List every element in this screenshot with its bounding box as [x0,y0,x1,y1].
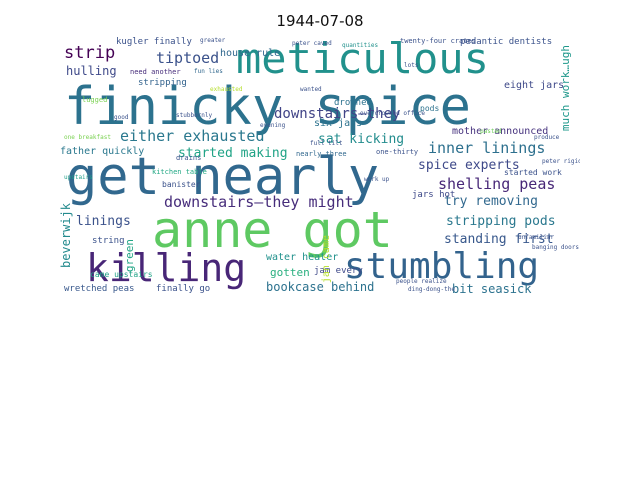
cloud-word: stripping [138,78,187,88]
cloud-word: linings [76,214,131,229]
cloud-word: try removing [444,194,538,209]
cloud-word: water heater [266,252,339,263]
cloud-word: gotten [270,266,310,279]
cloud-word: stubbornly [176,112,213,119]
cloud-word: anne got [152,201,393,259]
cloud-word: drains [176,154,202,162]
word-cloud: finicky spice get nearly anne got meticu… [60,35,580,295]
cloud-word: six jars [314,118,363,129]
cloud-word: killing [86,246,247,290]
cloud-word: jam every [314,266,363,276]
cloud-word: either exhausted [120,127,265,145]
cloud-word: quantities [342,42,379,49]
cloud-word: father quickly [60,146,145,157]
cloud-word: nearly three [296,150,347,158]
cloud-word: shelling peas [438,175,556,193]
cloud-word: one-thirty [376,148,419,156]
cloud-word: kitchen table [152,168,207,176]
cloud-word: meticulous [236,35,489,83]
cloud-word: get nearly [66,147,380,207]
cloud-word: stumbling [344,246,540,287]
cloud-word: spice experts [418,158,520,173]
cloud-word: stripping pods [446,214,556,229]
cloud-word: exhausted [210,86,243,93]
cloud-word: started work [504,168,562,177]
cloud-word: finally go [156,284,211,294]
cloud-word: downstairs—they [274,106,401,122]
cloud-word: banister [162,180,201,189]
cloud-word: banging doors [532,244,579,251]
cloud-word: hulling [66,64,117,78]
cloud-word: finicky spice [64,77,471,137]
cloud-word: evening [260,122,286,129]
cloud-word: beverwijk [60,203,73,269]
cloud-word: came upstairs [90,270,153,279]
cloud-word: sat kicking [318,132,405,147]
cloud-word: eight jars [504,80,565,91]
cloud-word: wanted [300,86,322,93]
cloud-word: wretched peas [64,284,135,294]
cloud-word: started making [178,146,288,161]
cloud-word: upstairs [64,174,93,181]
cloud-word: strip [64,43,116,63]
cloud-word: kugler finally [116,37,192,47]
cloud-word: bookcase behind [266,280,375,294]
cloud-word: pasted [480,128,502,135]
cloud-word: bit seasick [452,282,532,295]
cloud-word: full tilt [310,140,343,147]
cloud-word: produce [534,134,560,141]
cloud-word: need another [130,68,181,76]
cloud-word: mother announced [452,126,549,137]
cloud-word: people realize [396,278,447,285]
cloud-word: standing first [444,232,554,247]
cloud-word: jan came [321,235,332,284]
chart-title: 1944-07-08 [276,12,364,30]
cloud-word: tiptoed [156,49,220,67]
cloud-word: house rule [220,48,281,59]
cloud-word: unfamiliar [518,234,555,241]
cloud-word: peter caved [292,40,332,47]
cloud-word: string [92,236,125,246]
cloud-word: pods [420,104,440,113]
cloud-word: work up [364,176,390,183]
cloud-word: greater [200,37,226,44]
cloud-word: twenty-four crates [400,37,476,45]
cloud-word: fun lies [194,68,223,75]
cloud-word: green [123,239,136,273]
cloud-word: one breakfast [64,134,111,141]
cloud-word: inner linings [428,139,546,157]
cloud-word: lugged [82,96,108,104]
cloud-word: good [114,114,129,121]
cloud-word: downstairs—they might [164,193,354,211]
cloud-word: jars hot [412,190,456,200]
cloud-word: lots [404,62,419,69]
cloud-word: drowned [334,98,372,108]
cloud-word: overcrowded office [360,110,426,117]
cloud-word: ding-dong-the [408,286,455,293]
cloud-word: peter rigid [542,158,580,165]
cloud-word: pedantic dentists [460,37,553,47]
